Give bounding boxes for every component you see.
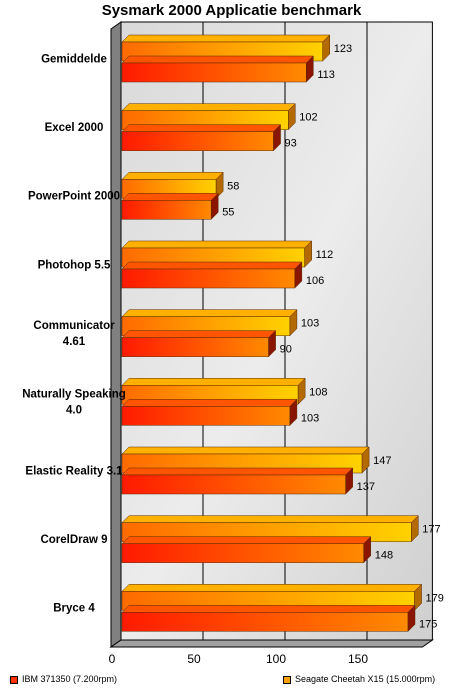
value-label: 108 xyxy=(309,386,327,398)
value-label: 112 xyxy=(316,249,334,261)
bar-ibm-top xyxy=(121,605,416,613)
value-label: 102 xyxy=(299,112,317,124)
bar-seagate-side xyxy=(288,103,296,131)
category-label: PowerPoint 2000 xyxy=(28,191,120,203)
category-label: Excel 2000 xyxy=(45,122,104,134)
bar-seagate-top xyxy=(121,309,298,317)
value-label: 137 xyxy=(357,481,375,493)
value-label: 148 xyxy=(375,550,393,562)
bar-ibm-side xyxy=(268,330,276,358)
plot-floor xyxy=(109,639,434,648)
value-label: 58 xyxy=(227,180,239,192)
bar-ibm xyxy=(121,612,409,632)
value-label: 93 xyxy=(285,138,297,150)
category-label: Photohop 5.5 xyxy=(38,259,111,271)
bar-seagate-top xyxy=(121,378,306,386)
bar-ibm xyxy=(121,543,364,563)
bar-seagate-top xyxy=(121,515,419,523)
bar-seagate-top xyxy=(121,172,224,180)
bar-ibm-top xyxy=(121,261,303,270)
bar-ibm-top xyxy=(121,467,354,476)
bar-ibm-side xyxy=(289,398,298,426)
legend-label-ibm: IBM 371350 (7.200rpm) xyxy=(22,674,118,684)
bar-ibm-side xyxy=(363,536,371,564)
bar-ibm-side xyxy=(306,55,314,83)
bar-chart: 0 50 100 150 123 113 Gemiddelde 102 93 Excel 2000… xyxy=(22,21,444,666)
plot-side-wall xyxy=(110,21,122,648)
value-label: 103 xyxy=(301,318,319,330)
category-label: 4.0 xyxy=(66,405,82,417)
bar-seagate-side xyxy=(411,515,419,543)
legend-label-seagate: Seagate Cheetah X15 (15.000rpm) xyxy=(295,674,436,684)
x-tick-label: 0 xyxy=(109,652,116,666)
value-label: 177 xyxy=(422,524,440,536)
bar-ibm-top xyxy=(121,330,277,338)
legend-swatch-ibm xyxy=(10,675,18,684)
bar-seagate-side xyxy=(297,377,306,405)
bar-seagate-side xyxy=(304,240,312,268)
bar-ibm-top xyxy=(121,536,372,544)
bar-ibm xyxy=(121,200,212,220)
legend: IBM 371350 (7.200rpm) Seagate Cheetah X1… xyxy=(0,672,463,689)
category-label: CorelDraw 9 xyxy=(40,534,107,546)
bar-seagate-top xyxy=(121,240,313,249)
bar-ibm-side xyxy=(210,192,219,220)
bar-ibm-top xyxy=(121,399,298,407)
bar-ibm xyxy=(121,474,346,495)
bar-seagate-side xyxy=(322,34,330,62)
category-label: Communicator xyxy=(33,320,115,332)
bar-ibm xyxy=(121,268,296,289)
category-label: Bryce 4 xyxy=(53,603,95,615)
value-label: 113 xyxy=(317,69,335,81)
x-tick-label: 50 xyxy=(187,652,201,666)
category-label: 4.61 xyxy=(63,336,86,348)
value-label: 179 xyxy=(426,592,444,604)
bar-seagate-top xyxy=(121,103,296,111)
bar-seagate-side xyxy=(215,171,224,199)
legend-item-seagate: Seagate Cheetah X15 (15.000rpm) xyxy=(283,674,435,684)
bar-seagate-side xyxy=(414,583,422,611)
bar-seagate-top xyxy=(121,584,423,592)
bar-seagate-top xyxy=(121,34,331,43)
category-label: Elastic Reality 3.1 xyxy=(25,465,123,477)
bar-ibm xyxy=(121,406,291,426)
bar-seagate-side xyxy=(361,446,370,474)
bar-ibm xyxy=(121,337,269,357)
bar-ibm-side xyxy=(294,261,303,289)
legend-swatch-seagate xyxy=(283,675,291,684)
bar-ibm-side xyxy=(345,467,353,495)
value-label: 147 xyxy=(373,455,391,467)
x-tick-label: 100 xyxy=(266,652,286,666)
bar-seagate-top xyxy=(121,446,370,455)
bar-ibm-side xyxy=(407,604,416,632)
value-label: 90 xyxy=(280,344,292,356)
x-tick-label: 150 xyxy=(348,652,368,666)
bar-ibm-top xyxy=(121,124,282,132)
bar-ibm xyxy=(121,62,307,83)
bar-ibm xyxy=(121,131,274,151)
bar-ibm-side xyxy=(273,124,281,152)
category-label: Gemiddelde xyxy=(41,53,107,65)
value-label: 123 xyxy=(334,43,352,55)
bar-ibm-top xyxy=(121,55,314,64)
value-label: 103 xyxy=(301,412,319,424)
value-label: 55 xyxy=(222,206,234,218)
bar-seagate-side xyxy=(289,309,298,337)
value-label: 106 xyxy=(306,275,324,287)
bar-ibm-top xyxy=(121,193,219,201)
chart-title: Sysmark 2000 Applicatie benchmark xyxy=(101,2,362,19)
value-label: 175 xyxy=(419,618,437,630)
category-label: Naturally Speaking xyxy=(22,389,126,401)
legend-item-ibm: IBM 371350 (7.200rpm) xyxy=(10,674,117,684)
